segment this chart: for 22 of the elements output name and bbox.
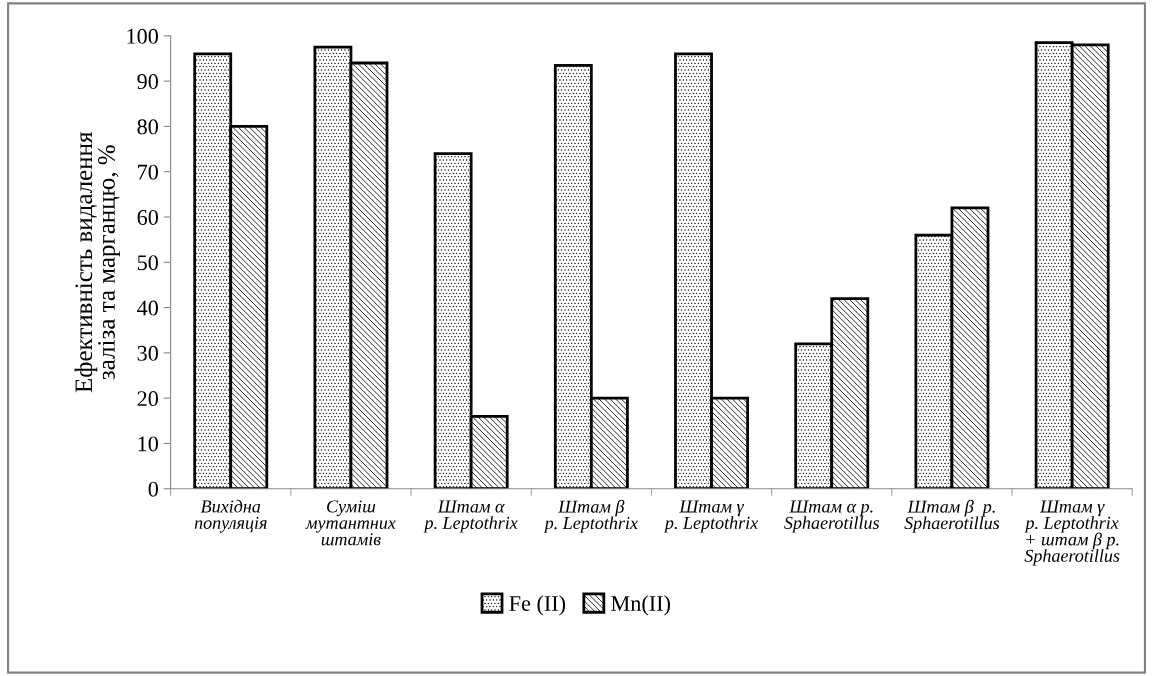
y-tick-label: 70 — [138, 164, 158, 180]
x-tick-label: Штам β р. Sphaerotillus — [904, 499, 1000, 533]
x-tick-label: Штам α р. Sphaerotillus — [784, 500, 880, 533]
x-tick-label: Штам β р. Leptothrix — [543, 499, 638, 533]
x-tick-label: Вихідна популяція — [194, 499, 267, 533]
y-tick-label: 90 — [137, 74, 158, 90]
y-tick-label: 100 — [127, 28, 158, 44]
x-tick-label: Штам γ р. Leptothrix — [663, 500, 759, 533]
y-tick-label: 80 — [137, 119, 158, 135]
y-tick-label: 0 — [148, 481, 158, 497]
y-tick-label: 40 — [137, 300, 158, 316]
y-tick-label: 20 — [137, 391, 158, 407]
x-tick-label: Суміш мутантних штамів — [305, 500, 396, 546]
y-tick-label: 10 — [138, 436, 158, 452]
x-tick-label: Штам γ р. Leptothrix + штам β р. Sphaerotillus — [1024, 500, 1120, 566]
legend-label: Fe (II) — [509, 595, 566, 616]
y-tick-label: 30 — [137, 345, 158, 361]
legend-label: Mn(II) — [611, 595, 670, 616]
x-tick-label: Штам α р. Leptothrix — [423, 500, 518, 533]
y-tick-label: 60 — [137, 209, 158, 225]
y-tick-label: 50 — [137, 255, 158, 271]
y-axis-title: Ефективність видалення заліза та марганцю, % — [74, 131, 120, 393]
